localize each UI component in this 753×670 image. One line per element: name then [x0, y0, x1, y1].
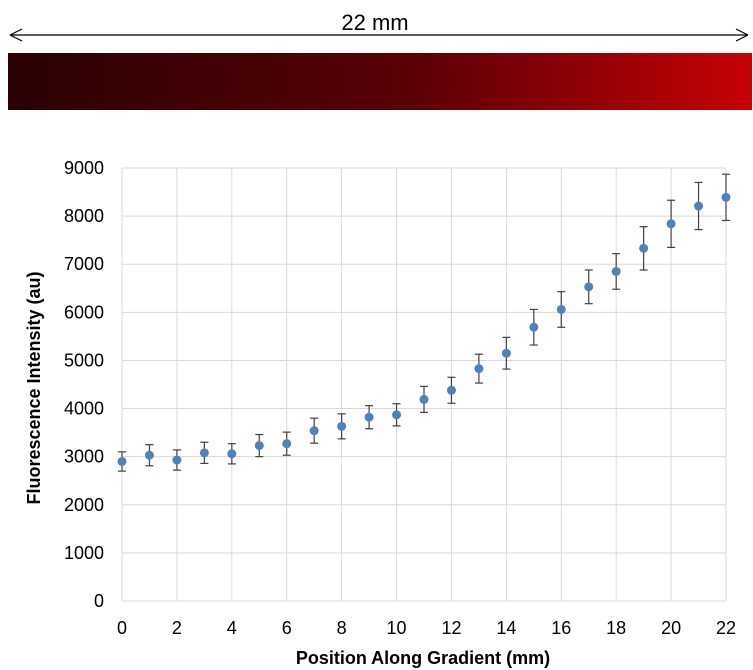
- scale-bar: 22 mm: [9, 10, 749, 42]
- x-tick-label: 8: [337, 618, 347, 638]
- y-tick-label: 9000: [64, 158, 104, 178]
- x-tick-label: 14: [496, 618, 516, 638]
- y-axis-ticks: 0 1000 2000 3000 4000 5000 6000 7000 8000 9000: [64, 158, 104, 611]
- y-tick-label: 5000: [64, 350, 104, 370]
- x-tick-label: 6: [282, 618, 292, 638]
- data-point: [556, 304, 566, 314]
- x-tick-label: 4: [227, 618, 237, 638]
- data-point: [584, 282, 594, 292]
- data-point: [529, 322, 539, 332]
- data-point: [144, 450, 154, 460]
- scale-arrow-right-head: [735, 28, 749, 42]
- data-point: [254, 441, 264, 451]
- scale-arrow-left-head: [9, 28, 23, 42]
- x-tick-label: 20: [661, 618, 681, 638]
- gradient-strip: [8, 53, 752, 110]
- x-tick-label: 18: [606, 618, 626, 638]
- x-axis-title: Position Along Gradient (mm): [296, 648, 550, 668]
- x-tick-label: 12: [441, 618, 461, 638]
- scale-bar-label: 22 mm: [341, 10, 408, 35]
- x-tick-label: 2: [172, 618, 182, 638]
- data-point: [337, 421, 347, 431]
- y-tick-label: 1000: [64, 543, 104, 563]
- y-tick-label: 4000: [64, 399, 104, 419]
- data-point: [392, 410, 402, 420]
- y-tick-label: 8000: [64, 206, 104, 226]
- data-point: [446, 385, 456, 395]
- x-axis-ticks: 0 2 4 6 8 10 12 14 16 18 20 22: [117, 618, 736, 638]
- y-tick-label: 2000: [64, 495, 104, 515]
- data-point: [117, 456, 127, 466]
- data-point: [611, 266, 621, 276]
- x-tick-label: 10: [387, 618, 407, 638]
- y-tick-label: 6000: [64, 302, 104, 322]
- x-tick-label: 22: [716, 618, 736, 638]
- data-point: [227, 449, 237, 459]
- data-point: [172, 455, 182, 465]
- data-point: [639, 243, 649, 253]
- y-tick-label: 0: [94, 591, 104, 611]
- y-axis-title: Fluorescence Intensity (au): [24, 271, 44, 504]
- x-tick-label: 0: [117, 618, 127, 638]
- data-point: [199, 448, 209, 458]
- data-point: [666, 219, 676, 229]
- data-point: [694, 201, 704, 211]
- data-point: [501, 348, 511, 358]
- data-point: [474, 364, 484, 374]
- y-tick-label: 7000: [64, 254, 104, 274]
- y-tick-label: 3000: [64, 447, 104, 467]
- error-bars: [118, 173, 730, 472]
- grid-lines: [121, 167, 727, 602]
- data-points: [117, 192, 731, 466]
- data-point: [721, 192, 731, 202]
- data-point: [282, 439, 292, 449]
- data-point: [419, 394, 429, 404]
- data-point: [309, 426, 319, 436]
- x-tick-label: 16: [551, 618, 571, 638]
- data-point: [364, 412, 374, 422]
